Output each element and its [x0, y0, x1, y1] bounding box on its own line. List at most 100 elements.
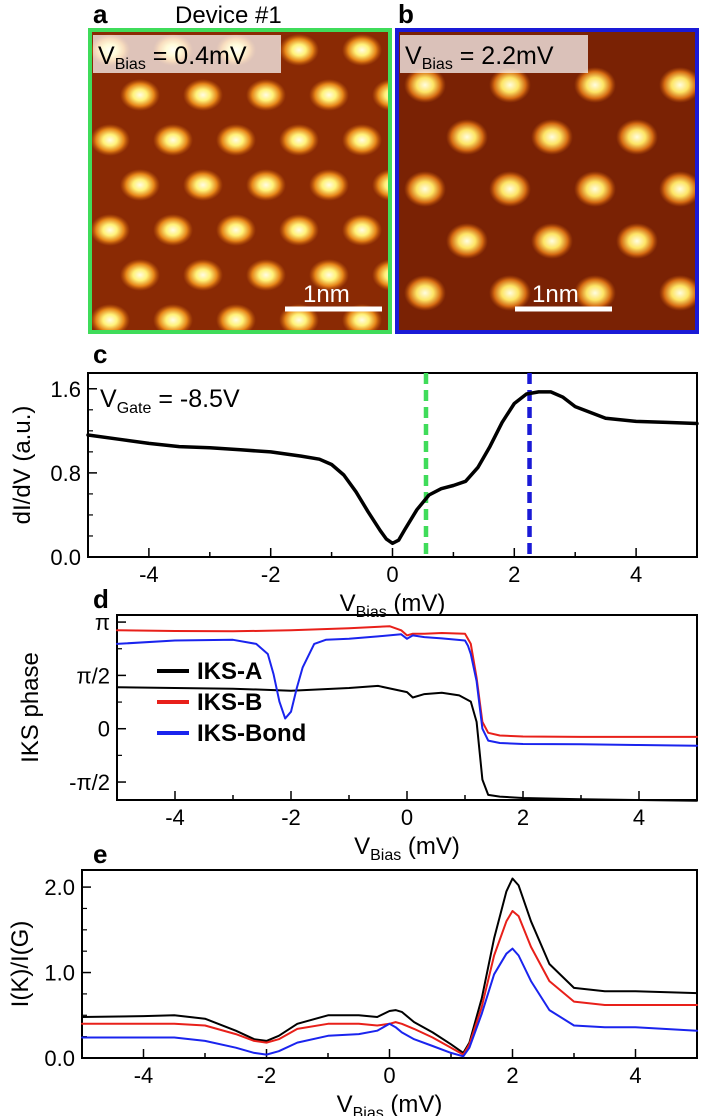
- lattice-spot: [153, 304, 193, 332]
- x-tick-label: -4: [139, 562, 159, 587]
- device-title: Device #1: [175, 2, 282, 29]
- y-tick-label: 1.0: [44, 961, 75, 986]
- lattice-spot: [120, 259, 160, 291]
- y-tick-label: -π/2: [69, 770, 110, 795]
- chart-d: -4 -2 0 2 4 -π/2 0 π/2 π VBias (mV) IKS phase IKS-A…: [17, 610, 698, 864]
- lattice-spot: [309, 79, 349, 111]
- x-tick-label: -2: [261, 562, 281, 587]
- chart-c: -4 -2 0 2 4 0.0 0.8 1.6 VBias (mV) dI/dV (a.u.) VG…: [9, 372, 699, 621]
- y-tick-label: π: [95, 610, 110, 635]
- lattice-spot: [183, 79, 223, 111]
- x-tick-label: 0: [401, 805, 413, 830]
- lattice-spot: [446, 223, 488, 259]
- x-tick-label: 4: [633, 805, 645, 830]
- gate-voltage-annotation: VGate = -8.5V: [100, 385, 240, 417]
- lattice-spot: [246, 79, 286, 111]
- y-tick-label: 0.8: [50, 461, 81, 486]
- lattice-spot: [404, 67, 446, 103]
- lattice-spot: [489, 275, 531, 311]
- y-tick-label: 0.0: [50, 545, 81, 570]
- chart-e: -4 -2 0 2 4 0.0 1.0 2.0 VBias (mV) I(K)/I(G): [7, 869, 698, 1116]
- lattice-spot: [90, 214, 130, 246]
- lattice-spot: [372, 79, 390, 111]
- y-tick-label: π/2: [76, 663, 110, 688]
- y-tick-label: 2.0: [44, 875, 75, 900]
- x-tick-label: 2: [508, 562, 520, 587]
- bias-label-bg-a: [93, 35, 281, 73]
- panel-e-label: e: [93, 839, 107, 869]
- lattice-spot: [120, 169, 160, 201]
- lattice-spot: [342, 34, 382, 66]
- lattice-spot: [489, 171, 531, 207]
- series-iks-bond: [116, 633, 698, 747]
- lattice-spot: [659, 275, 697, 311]
- x-tick-label: 2: [506, 1063, 518, 1088]
- lattice-spot: [216, 124, 256, 156]
- y-tick-label: 0.0: [44, 1046, 75, 1071]
- scale-label-b: 1nm: [532, 281, 579, 308]
- lattice-spot: [153, 124, 193, 156]
- x-axis-label: VBias (mV): [354, 833, 460, 864]
- lattice-spot: [404, 275, 446, 311]
- lattice-spot: [246, 259, 286, 291]
- lattice-spot: [90, 124, 130, 156]
- lattice-spot: [342, 124, 382, 156]
- lattice-spot: [342, 214, 382, 246]
- frame-blue: [395, 28, 699, 334]
- lattice-spot: [279, 34, 319, 66]
- lattice-spot: [616, 119, 658, 155]
- bias-label-bg-b: [400, 35, 588, 73]
- y-axis-label: IKS phase: [17, 652, 44, 763]
- y-tick-label: 1.6: [50, 377, 81, 402]
- series-iks-a: [116, 684, 698, 802]
- lattice-spot: [279, 124, 319, 156]
- lattice-spot: [372, 169, 390, 201]
- lattice-spot: [659, 67, 697, 103]
- bias-label-b: VBias = 2.2mV: [405, 42, 554, 73]
- lattice-spot: [246, 169, 286, 201]
- series-iks-b: [116, 625, 698, 738]
- series-iks-b: [81, 910, 698, 1056]
- x-tick-label: -2: [257, 1063, 277, 1088]
- x-axis-label: VBias (mV): [337, 1091, 443, 1116]
- scale-label-a: 1nm: [303, 281, 350, 308]
- panel-c-label: c: [93, 339, 107, 369]
- x-tick-label: 0: [383, 1063, 395, 1088]
- lattice-spot: [446, 119, 488, 155]
- x-tick-label: 0: [386, 562, 398, 587]
- panel-a-label: a: [93, 0, 108, 29]
- lattice-spot: [531, 223, 573, 259]
- y-axis-label: I(K)/I(G): [7, 921, 34, 1008]
- y-axis-label: dI/dV (a.u.): [9, 406, 36, 525]
- lattice-spot: [489, 67, 531, 103]
- lattice-spot: [309, 169, 349, 201]
- lattice-spot: [183, 169, 223, 201]
- panel-b-label: b: [398, 0, 414, 29]
- lattice-spot: [659, 171, 697, 207]
- legend-entry: IKS-B: [197, 689, 262, 716]
- frame-green: [88, 28, 392, 334]
- lattice-spot: [574, 275, 616, 311]
- lattice-spot: [574, 67, 616, 103]
- lattice-spot: [616, 223, 658, 259]
- bias-label-a: VBias = 0.4mV: [98, 42, 247, 73]
- y-tick-label: 0: [98, 717, 110, 742]
- x-tick-label: -4: [165, 805, 185, 830]
- x-tick-label: 4: [629, 1063, 641, 1088]
- lattice-spot: [90, 304, 130, 332]
- series-iks-bond: [81, 947, 698, 1058]
- lattice-spot: [279, 214, 319, 246]
- x-tick-label: 4: [630, 562, 642, 587]
- lattice-spot: [404, 171, 446, 207]
- lattice-spot: [153, 214, 193, 246]
- lattice-spot: [372, 259, 390, 291]
- plot-frame: [81, 869, 698, 1059]
- stm-image-b: [397, 30, 697, 332]
- x-tick-label: 2: [517, 805, 529, 830]
- legend-entry: IKS-Bond: [197, 720, 306, 747]
- x-tick-label: -4: [134, 1063, 154, 1088]
- lattice-spot: [531, 119, 573, 155]
- lattice-spot: [309, 259, 349, 291]
- x-tick-label: -2: [281, 805, 301, 830]
